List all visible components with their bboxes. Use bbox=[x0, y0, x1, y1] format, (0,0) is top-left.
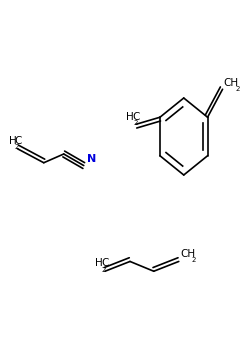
Text: H: H bbox=[8, 136, 16, 146]
Text: C: C bbox=[102, 258, 109, 268]
Text: C: C bbox=[132, 112, 140, 122]
Text: 2: 2 bbox=[192, 257, 196, 263]
Text: 2: 2 bbox=[133, 120, 138, 126]
Text: 2: 2 bbox=[236, 86, 240, 92]
Text: C: C bbox=[14, 136, 22, 146]
Text: H: H bbox=[95, 258, 102, 268]
Text: 2: 2 bbox=[102, 267, 106, 273]
Text: N: N bbox=[87, 154, 96, 164]
Text: CH: CH bbox=[224, 77, 239, 88]
Text: 2: 2 bbox=[15, 144, 19, 150]
Text: H: H bbox=[126, 112, 134, 122]
Text: CH: CH bbox=[180, 248, 195, 259]
